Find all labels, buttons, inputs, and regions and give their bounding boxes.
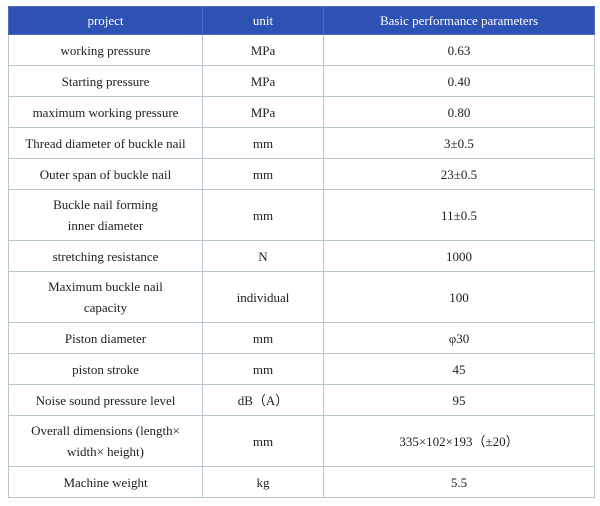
value-cell: 11±0.5 [323,189,595,241]
value-cell: 45 [323,353,595,385]
header-parameters: Basic performance parameters [323,6,595,35]
unit-cell: MPa [202,96,324,128]
header-project: project [8,6,203,35]
unit-cell: MPa [202,65,324,97]
spec-table: project unit Basic performance parameter… [8,6,595,498]
table-row: Machine weight kg 5.5 [8,466,595,498]
unit-cell: individual [202,271,324,323]
unit-cell: mm [202,127,324,159]
unit-cell: mm [202,322,324,354]
value-cell: 335×102×193（±20） [323,415,595,467]
value-cell: 95 [323,384,595,416]
unit-cell: N [202,240,324,272]
value-cell: 23±0.5 [323,158,595,190]
table-row: Noise sound pressure level dB（A） 95 [8,384,595,416]
table-row: Outer span of buckle nail mm 23±0.5 [8,158,595,190]
spec-table-body: working pressure MPa 0.63 Starting pressure… [8,34,595,498]
header-unit: unit [202,6,324,35]
header-row: project unit Basic performance parameter… [8,6,595,35]
project-cell: Thread diameter of buckle nail [8,127,203,159]
value-cell: 5.5 [323,466,595,498]
table-row: Thread diameter of buckle nail mm 3±0.5 [8,127,595,159]
project-cell: Maximum buckle nail capacity [8,271,203,323]
unit-cell: kg [202,466,324,498]
table-row: stretching resistance N 1000 [8,240,595,272]
value-cell: φ30 [323,322,595,354]
unit-cell: dB（A） [202,384,324,416]
project-cell: Buckle nail forming inner diameter [8,189,203,241]
table-row: Starting pressure MPa 0.40 [8,65,595,97]
project-cell: Starting pressure [8,65,203,97]
project-cell: Outer span of buckle nail [8,158,203,190]
table-row: Piston diameter mm φ30 [8,322,595,354]
value-cell: 0.40 [323,65,595,97]
unit-cell: mm [202,189,324,241]
table-row: Buckle nail forming inner diameter mm 11±0… [8,189,595,241]
project-cell: working pressure [8,34,203,66]
table-row: working pressure MPa 0.63 [8,34,595,66]
project-cell: stretching resistance [8,240,203,272]
project-cell: Overall dimensions (length× width× heigh… [8,415,203,467]
value-cell: 1000 [323,240,595,272]
table-row: Overall dimensions (length× width× heigh… [8,415,595,467]
value-cell: 0.63 [323,34,595,66]
unit-cell: MPa [202,34,324,66]
project-cell: Machine weight [8,466,203,498]
unit-cell: mm [202,415,324,467]
table-row: Maximum buckle nail capacity individual 10… [8,271,595,323]
project-cell: Noise sound pressure level [8,384,203,416]
project-cell: maximum working pressure [8,96,203,128]
unit-cell: mm [202,353,324,385]
table-row: piston stroke mm 45 [8,353,595,385]
spec-table-header: project unit Basic performance parameter… [8,6,595,35]
value-cell: 3±0.5 [323,127,595,159]
value-cell: 0.80 [323,96,595,128]
unit-cell: mm [202,158,324,190]
value-cell: 100 [323,271,595,323]
table-row: maximum working pressure MPa 0.80 [8,96,595,128]
project-cell: piston stroke [8,353,203,385]
project-cell: Piston diameter [8,322,203,354]
